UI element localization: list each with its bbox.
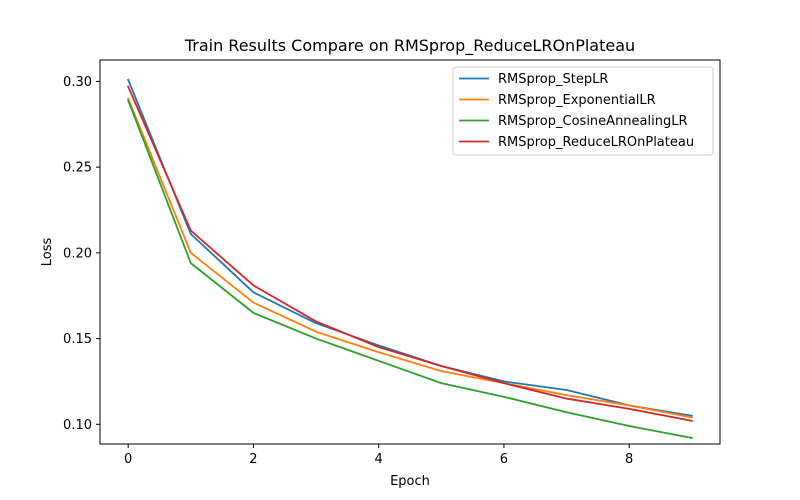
x-tick-label: 6: [500, 452, 508, 467]
y-axis-label: Loss: [40, 238, 55, 267]
x-tick-label: 4: [375, 452, 383, 467]
x-tick-label: 2: [249, 452, 257, 467]
series-line-1: [127, 97, 693, 419]
y-tick-label: 0.15: [63, 332, 92, 347]
chart-title: Train Results Compare on RMSprop_ReduceL…: [184, 36, 635, 56]
x-axis-ticks: 0 2 4 6 8: [124, 444, 633, 467]
series-line-3: [126, 85, 693, 422]
legend-label-1: RMSprop_ExponentialLR: [498, 93, 656, 108]
legend-box: [452, 66, 714, 156]
plot-frame: [99, 59, 721, 445]
x-tick-label: 0: [124, 452, 132, 467]
y-axis-ticks: 0.10 0.15 0.20 0.25 0.30: [63, 75, 100, 433]
legend-label-2: RMSprop_CosineAnnealingLR: [498, 114, 688, 129]
x-axis-label: Epoch: [390, 474, 430, 489]
legend-label-0: RMSprop_StepLR: [498, 72, 608, 87]
series-line-2: [127, 99, 693, 440]
x-tick-label: 8: [625, 452, 633, 467]
y-tick-label: 0.20: [63, 246, 92, 261]
y-tick-label: 0.10: [63, 418, 92, 433]
series-layer: [126, 78, 693, 440]
y-tick-label: 0.30: [63, 75, 92, 90]
legend: RMSprop_StepLR RMSprop_ExponentialLR RMSpr…: [452, 66, 714, 156]
y-tick-label: 0.25: [63, 161, 92, 176]
legend-label-3: RMSprop_ReduceLROnPlateau: [498, 135, 694, 150]
legend-entries: RMSprop_StepLR RMSprop_ExponentialLR RMSpr…: [459, 72, 694, 150]
